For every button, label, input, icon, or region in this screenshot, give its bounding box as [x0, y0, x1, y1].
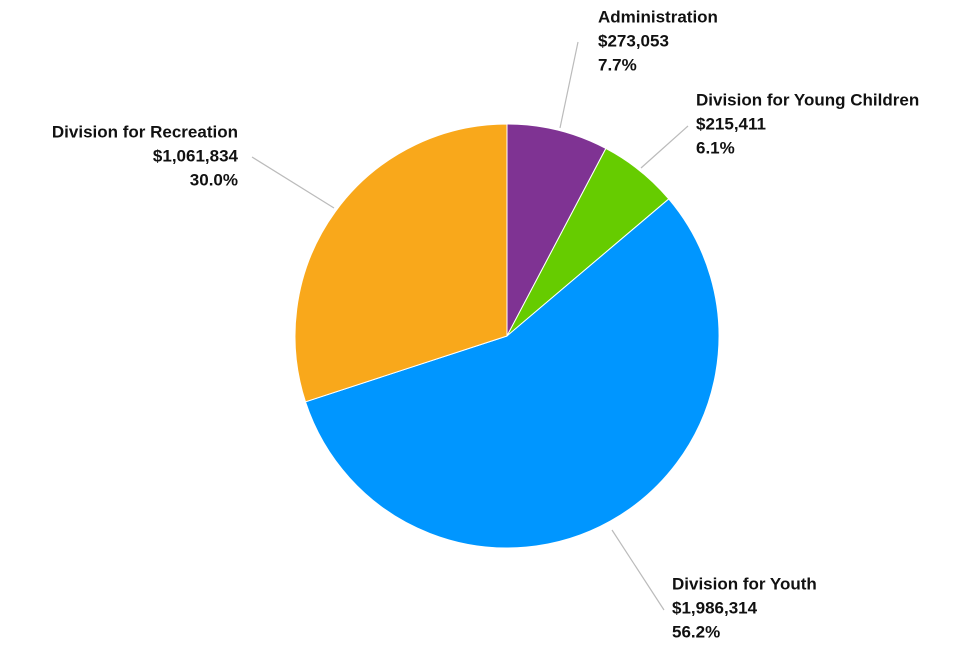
- slice-percent-label: 6.1%: [696, 138, 735, 157]
- slice-label: Division for Young Children: [696, 90, 919, 109]
- slice-label: Administration: [598, 7, 718, 26]
- slice-value-label: $1,061,834: [153, 146, 239, 165]
- leader-line: [611, 529, 665, 611]
- leader-line: [251, 156, 335, 209]
- slice-label: Division for Recreation: [52, 122, 238, 141]
- slice-value-label: $215,411: [696, 114, 766, 133]
- slice-percent-label: 30.0%: [190, 170, 238, 189]
- slice-label: Division for Youth: [672, 574, 817, 593]
- leader-line: [559, 41, 579, 129]
- leader-line: [640, 125, 689, 169]
- slice-percent-label: 7.7%: [598, 55, 637, 74]
- slice-value-label: $1,986,314: [672, 598, 758, 617]
- slice-value-label: $273,053: [598, 31, 669, 50]
- pie-slice: [294, 123, 508, 403]
- pie-slice: [506, 123, 607, 337]
- pie-slice: [304, 198, 720, 549]
- slice-percent-label: 56.2%: [672, 622, 720, 641]
